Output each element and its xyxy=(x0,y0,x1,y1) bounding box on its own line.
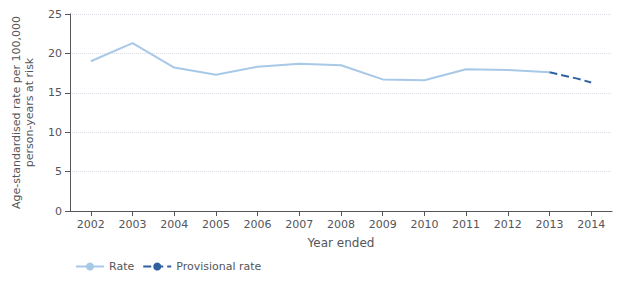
svg-text:2011: 2011 xyxy=(452,218,480,231)
svg-text:2002: 2002 xyxy=(77,218,105,231)
svg-text:25: 25 xyxy=(48,8,62,21)
svg-text:Rate: Rate xyxy=(109,260,134,273)
svg-text:Year ended: Year ended xyxy=(307,236,375,250)
svg-text:0: 0 xyxy=(55,205,62,218)
svg-text:2014: 2014 xyxy=(577,218,605,231)
svg-text:5: 5 xyxy=(55,165,62,178)
svg-text:2010: 2010 xyxy=(410,218,438,231)
svg-text:2005: 2005 xyxy=(202,218,230,231)
svg-text:Age-standardised rate per 100,: Age-standardised rate per 100,000 xyxy=(10,16,23,209)
svg-text:2007: 2007 xyxy=(285,218,313,231)
svg-text:person-years at risk: person-years at risk xyxy=(23,57,36,167)
svg-text:2003: 2003 xyxy=(119,218,147,231)
svg-text:2012: 2012 xyxy=(494,218,522,231)
svg-text:2004: 2004 xyxy=(160,218,188,231)
svg-text:10: 10 xyxy=(48,126,62,139)
svg-text:2013: 2013 xyxy=(535,218,563,231)
svg-text:15: 15 xyxy=(48,86,62,99)
svg-text:2008: 2008 xyxy=(327,218,355,231)
svg-text:2009: 2009 xyxy=(369,218,397,231)
svg-text:20: 20 xyxy=(48,47,62,60)
svg-text:2006: 2006 xyxy=(244,218,272,231)
svg-text:Provisional rate: Provisional rate xyxy=(176,260,261,273)
